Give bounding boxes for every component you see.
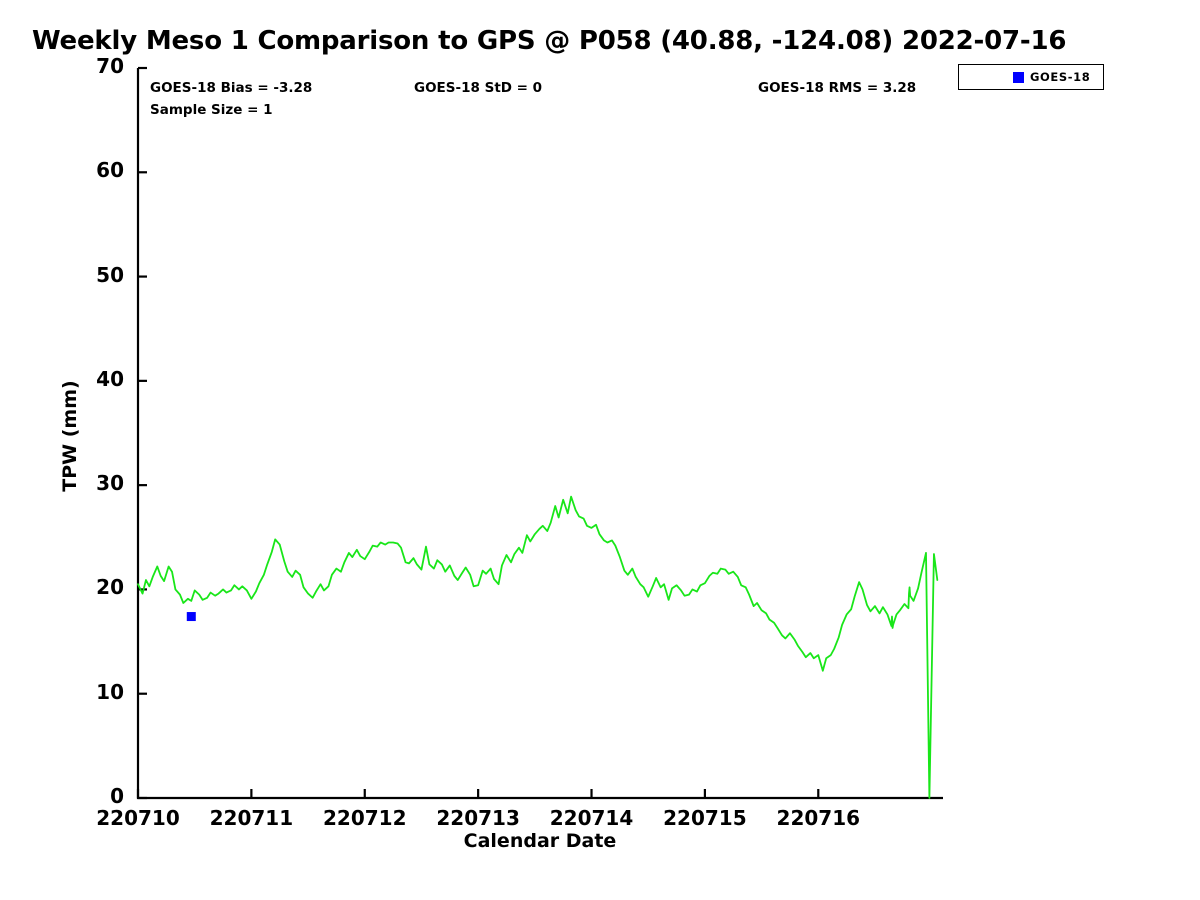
y-tick-50: 50 xyxy=(96,262,124,287)
y-tick-60: 60 xyxy=(96,158,124,183)
x-tick-220713: 220713 xyxy=(436,806,520,830)
stat-rms: GOES-18 RMS = 3.28 xyxy=(758,80,917,96)
x-tick-220712: 220712 xyxy=(323,806,407,830)
stat-sample-size: Sample Size = 1 xyxy=(150,102,273,118)
x-tick-220710: 220710 xyxy=(96,806,180,830)
y-tick-0: 0 xyxy=(110,784,124,808)
data-series xyxy=(137,495,939,799)
x-axis-label: Calendar Date xyxy=(463,830,617,852)
y-tick-30: 30 xyxy=(96,471,124,496)
legend-label-goes18: GOES-18 xyxy=(1030,70,1091,84)
x-tick-220715: 220715 xyxy=(663,806,747,830)
axis-lines xyxy=(136,66,943,800)
x-tick-220714: 220714 xyxy=(549,806,634,830)
legend-marker-goes18 xyxy=(1013,72,1024,83)
y-tick-70: 70 xyxy=(96,54,124,78)
x-tick-220711: 220711 xyxy=(209,806,294,830)
stat-std: GOES-18 StD = 0 xyxy=(414,80,543,96)
x-tick-220716: 220716 xyxy=(776,806,861,830)
stat-bias: GOES-18 Bias = -3.28 xyxy=(150,80,313,96)
y-tick-20: 20 xyxy=(96,575,124,600)
y-tick-40: 40 xyxy=(96,366,124,391)
page-title: Weekly Meso 1 Comparison to GPS @ P058 (… xyxy=(32,26,1067,56)
y-tick-10: 10 xyxy=(96,679,124,704)
legend-box xyxy=(958,64,1104,90)
